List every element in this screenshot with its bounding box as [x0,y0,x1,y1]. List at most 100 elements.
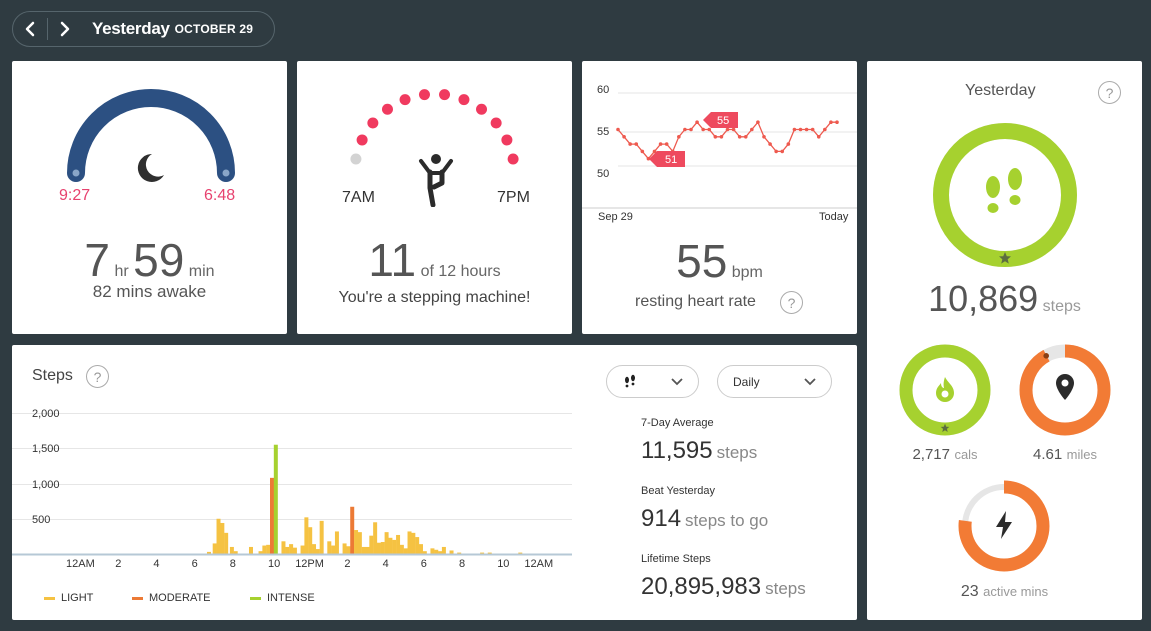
steps-bar [411,532,416,554]
goal-star-icon [940,423,950,432]
lifetime-steps-label: Lifetime Steps [641,553,711,565]
legend-light-swatch [44,596,55,600]
hourly-activity-tile[interactable]: 7AM 7PM 11 of 12 hours You're a stepping… [297,61,572,334]
steps-bar [407,531,412,554]
distance-unit: miles [1066,447,1097,462]
hr-point [750,127,754,132]
hr-high-label: 55 [717,115,729,127]
hr-ytick: 50 [597,168,610,180]
distance-total: 4.61 miles [1007,446,1123,464]
steps-ytick: 1,500 [32,443,60,455]
hr-point [689,127,693,132]
steps-xtick: 6 [191,558,198,570]
steps-bar [312,544,317,554]
active-minutes-ring[interactable] [957,479,1051,573]
steps-chart-title: Steps [32,367,73,384]
steps-bar [281,541,286,554]
hr-help-icon[interactable]: ? [780,291,803,314]
steps-bar [220,522,225,554]
lifetime-steps-value: 20,895,983 steps [641,573,806,601]
hr-point [719,135,724,139]
sleep-tile[interactable]: 9:27 6:48 7 hr 59 min 82 mins awake [12,61,287,334]
hr-point [737,135,742,139]
steps-bar [262,545,267,554]
steps-xtick: 2 [115,558,122,570]
steps-bar [430,548,435,554]
chevron-down-icon [671,378,683,386]
steps-bar [422,551,427,554]
hr-x-start: Sep 29 [598,211,633,223]
calories-value: 2,717 [912,446,950,463]
hourly-message: You're a stepping machine! [338,289,531,306]
summary-title: Yesterday [965,82,1036,99]
hr-point [731,127,736,132]
summary-help-icon[interactable]: ? [1098,81,1121,104]
seven-day-average-label: 7-Day Average [641,417,714,429]
heart-rate-tile[interactable]: 55 51 60 55 50 Sep 29 Today 55 bpm resti… [582,61,857,334]
steps-bar [285,546,290,554]
steps-xtick: 8 [459,558,466,570]
sleep-arc [67,89,235,182]
active-minutes-total: 23 active mins [867,583,1142,601]
legend-moderate: MODERATE [132,592,211,604]
activity-type-dropdown[interactable] [606,365,699,398]
hr-point [640,149,645,154]
steps-bar [365,546,370,554]
steps-bar [415,537,420,554]
steps-bar [315,549,320,554]
calories-ring[interactable] [898,343,992,437]
hr-point [634,142,639,146]
steps-bar [319,520,324,554]
steps-bar [300,545,305,554]
hr-point [646,156,651,161]
steps-bar-chart [12,413,572,556]
steps-help-icon[interactable]: ? [86,365,109,388]
seven-day-average-value: 11,595 steps [641,437,757,465]
steps-bar [229,546,234,554]
hour-dot [350,153,362,165]
heart-rate-chart: 55 51 [582,92,857,209]
active-minutes-value: 23 [960,583,979,600]
lifetime-steps-number: 20,895,983 [641,573,762,600]
steps-bar [304,517,309,554]
hourly-goal-text: of 12 hours [420,263,501,280]
previous-day-button[interactable] [13,12,47,46]
hr-high-flag: 55 [703,112,738,128]
steps-bar [308,527,313,554]
steps-bar [289,544,294,554]
legend-moderate-label: MODERATE [149,592,211,604]
hour-dot [458,94,470,106]
steps-xtick: 6 [420,558,427,570]
distance-ring[interactable] [1018,343,1112,437]
steps-bar [480,552,485,554]
legend-intense-swatch [250,596,261,600]
lifetime-steps-unit: steps [765,579,806,598]
period-value: Daily [733,374,760,389]
sleep-duration: 7 hr 59 min [12,233,287,287]
steps-total: 10,869 steps [867,278,1142,320]
chevron-right-icon [60,21,70,37]
hour-dot [490,117,502,129]
steps-xtick: 2 [344,558,351,570]
sleep-hours-unit: hr [114,263,129,280]
steps-bar [206,551,211,554]
hr-point [768,142,772,146]
seven-day-average-number: 11,595 [641,437,713,464]
steps-xtick: 12AM [524,558,554,570]
hr-point [835,120,839,124]
steps-bar [216,518,221,554]
next-day-button[interactable] [48,12,82,46]
hr-point [780,149,785,154]
steps-ytick: 500 [32,514,51,526]
hour-dot [418,89,430,101]
period-dropdown[interactable]: Daily [717,365,832,398]
steps-bar [270,477,274,554]
hour-dot [476,103,488,115]
steps-bar [396,534,401,554]
steps-bar [518,552,523,554]
hr-point [707,127,712,132]
steps-bar [266,544,271,554]
hr-point [628,142,632,146]
steps-chart-tile: Steps ? Daily 2,000 1,500 1,000 500 12AM… [12,345,857,620]
steps-ring[interactable] [931,121,1079,269]
